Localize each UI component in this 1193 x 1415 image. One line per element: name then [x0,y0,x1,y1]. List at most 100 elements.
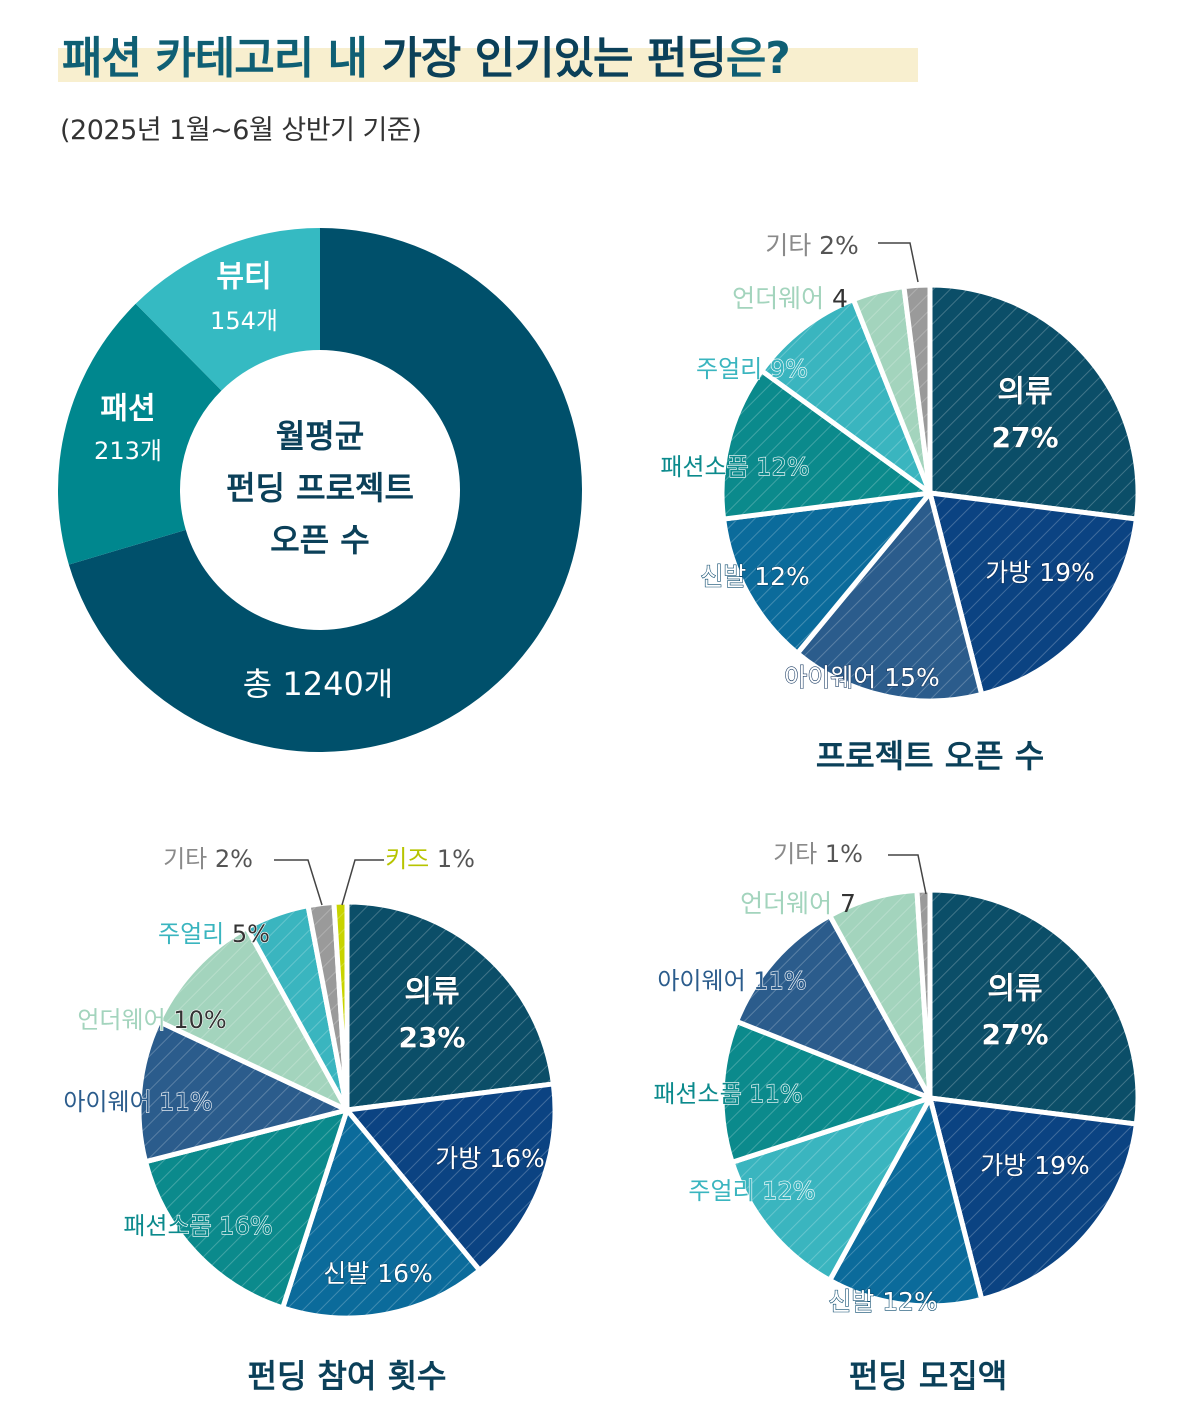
pie-label-value: 12% [882,1287,938,1316]
pie-label-가방: 가방 16% [435,1144,545,1173]
pie-label-name: 아이웨어 [657,967,753,995]
pie-label-주얼리: 주얼리 9% [696,355,808,383]
pie-slice-hatch [930,493,1137,695]
pie-label-value: 2% [215,845,253,873]
pie-slice-hatch [723,493,930,654]
pie-label-name: 주얼리 [158,920,232,948]
pie-slice-hatch [736,915,930,1098]
title-part1: 패션 카테고리 내 [62,33,382,84]
pie-label-기타: 기타 2% [765,231,859,260]
pie-label-value: 5% [232,920,270,948]
pie-slice-hatch [347,902,554,1110]
pie-slice-hatch [722,1021,930,1163]
pie-slice-hatch [347,1083,556,1271]
pie-label-value: 1% [825,840,863,868]
donut-value-beauty: 154개 [210,307,278,335]
pie-label-아이웨어: 아이웨어 11% [657,967,806,995]
title-part3: 은? [725,33,791,84]
pie-slice-hatch [930,285,1138,520]
pie-slice-hatch [829,1098,982,1306]
pie-slice-hatch [903,285,930,493]
pie-slice-hatch [853,286,930,493]
title-emphasis: 가장 인기있는 펀딩 [381,33,726,84]
pie-label-name: 주얼리 [696,355,770,383]
pie-leader-line [274,859,323,906]
pie-label-name: 신발 [323,1259,377,1288]
pie-label-value: 11% [159,1088,212,1116]
pie-leader-line [888,854,927,895]
pie-label-value: 7 [840,889,856,918]
pie-title-2: 펀딩 참여 횟수 [248,1357,447,1395]
pie-label-주얼리: 주얼리 12% [688,1177,815,1205]
pie-title-3: 펀딩 모집액 [849,1357,1007,1395]
pie-chart-2 [136,899,558,1321]
pie-label-name: 언더웨어 [740,889,840,918]
pie-label-언더웨어: 언더웨어 4 [732,284,848,313]
pie-label-name: 가방 [980,1151,1034,1180]
pie-label-언더웨어: 언더웨어 10% [77,1006,226,1034]
donut-center-label: 월평균 [276,417,364,455]
pie-label-value: 11% [753,967,806,995]
pie-slice-hatch [246,905,347,1110]
donut-label-beauty: 뷰티 [216,260,271,295]
pie-slice-hatch [138,1021,347,1162]
pie-label-주얼리: 주얼리 5% [158,920,270,948]
pie-label-신발: 신발 12% [828,1287,938,1316]
pie-label-신발: 신발 16% [323,1259,433,1288]
subtitle: (2025년 1월~6월 상반기 기준) [60,115,422,146]
pie-label-가방: 가방 19% [980,1151,1090,1180]
pie-slice-hatch [829,890,930,1098]
donut-label-fashion: 패션 [100,392,155,427]
pie-label-value: 12% [754,562,810,591]
pie-label-value: 16% [489,1144,545,1173]
pie-title-1: 프로젝트 오픈 수 [816,737,1044,775]
pie-slice-hatch [916,890,930,1098]
pie-label-value: 2% [819,231,859,260]
pie-slice-hatch [797,493,982,701]
pie-label-의류: 의류 [987,972,1042,1007]
pie-label-가방: 가방 19% [985,558,1095,587]
pie-chart-3 [719,887,1141,1309]
pie-label-언더웨어: 언더웨어 7 [740,889,856,918]
pie-slice-hatch [308,902,347,1110]
pie-label-name: 기타 [773,840,825,868]
pie-chart-1 [719,282,1141,704]
donut-center-label: 펀딩 프로젝트 [226,469,414,507]
pie-label-name: 가방 [435,1144,489,1173]
pie-leader-line [878,242,919,283]
pie-label-value: 19% [1039,558,1095,587]
pie-label-name: 아이웨어 [784,663,884,692]
pie-slice-hatch [333,902,347,1110]
pie-slice-hatch [145,1110,347,1308]
pie-label-value: 9% [770,355,808,383]
pie-label-name: 아이웨어 [63,1088,159,1116]
pie-label-value: 4 [832,284,848,313]
pie-label-name: 키즈 [385,845,437,873]
pie-label-name: 언더웨어 [77,1006,173,1034]
pie-label-value: 12% [762,1177,815,1205]
pie-value-의류: 23% [398,1021,465,1054]
pie-label-신발: 신발 12% [700,562,810,591]
pie-label-value: 10% [173,1006,226,1034]
pie-label-키즈: 키즈 1% [385,845,475,873]
pie-label-name: 패션소품 [123,1212,219,1240]
pie-label-패션소품: 패션소품 12% [660,453,809,481]
pie-label-value: 19% [1034,1151,1090,1180]
pie-label-name: 기타 [163,845,215,873]
pie-slice-hatch [930,890,1138,1125]
page-title: 패션 카테고리 내 가장 인기있는 펀딩은? [62,22,791,86]
pie-label-의류: 의류 [997,375,1052,410]
pie-label-패션소품: 패션소품 16% [123,1212,272,1240]
pie-label-name: 주얼리 [688,1177,762,1205]
pie-leader-line [341,859,384,906]
pie-label-name: 가방 [985,558,1039,587]
donut-slice-2 [68,228,582,752]
pie-value-의류: 27% [991,421,1058,454]
title-highlight [58,48,918,82]
pie-value-의류: 27% [981,1018,1048,1051]
pie-slice-hatch [761,299,930,493]
pie-slice-hatch [732,1098,930,1281]
pie-label-name: 언더웨어 [732,284,832,313]
pie-label-패션소품: 패션소품 11% [653,1080,802,1108]
